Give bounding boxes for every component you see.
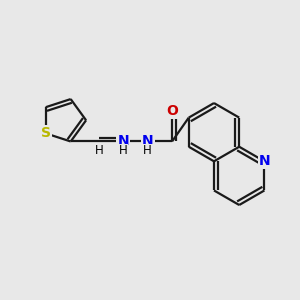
Text: N: N [118, 134, 129, 148]
Text: S: S [41, 126, 51, 140]
Text: H: H [94, 145, 103, 158]
Text: H: H [119, 145, 128, 158]
Text: O: O [166, 104, 178, 118]
Text: H: H [143, 145, 152, 158]
Text: N: N [259, 154, 270, 168]
Text: N: N [142, 134, 154, 148]
